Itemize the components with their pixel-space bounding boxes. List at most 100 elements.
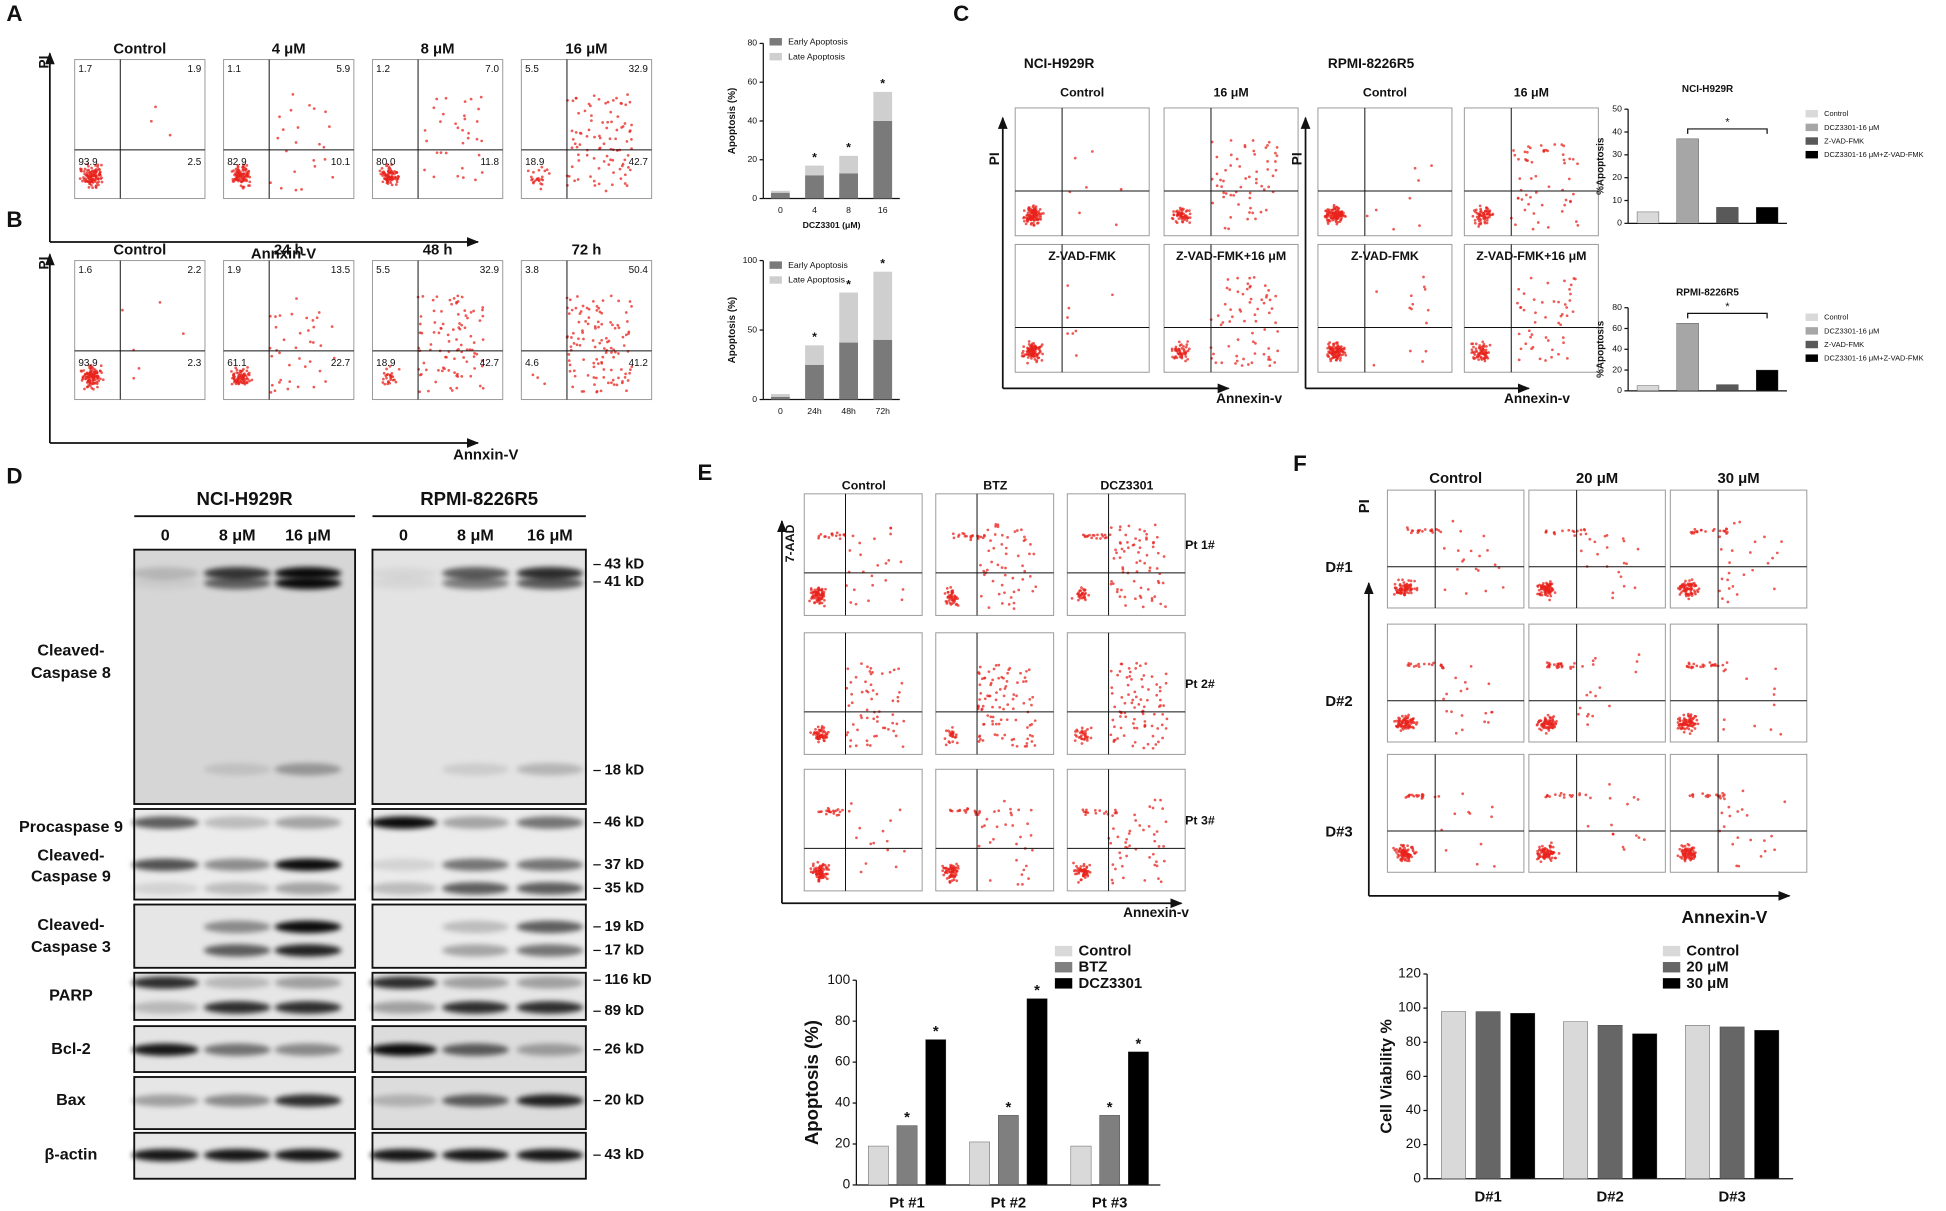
flow-event xyxy=(1138,824,1142,827)
flow-event xyxy=(985,568,989,572)
significance: * xyxy=(904,1110,910,1126)
flow-event xyxy=(1011,707,1015,711)
flow-event xyxy=(1399,857,1403,861)
bar xyxy=(1716,207,1739,224)
flow-event xyxy=(1015,744,1019,748)
flow-event xyxy=(393,176,397,179)
flow-event xyxy=(1139,698,1143,702)
flow-event xyxy=(623,173,627,177)
flow-event xyxy=(858,541,862,545)
flow-event xyxy=(1413,851,1416,855)
flow-event xyxy=(1437,529,1441,532)
flow-event xyxy=(1544,531,1548,534)
flow-event xyxy=(1268,298,1272,302)
flow-event xyxy=(94,186,98,189)
flow-event xyxy=(1741,789,1745,793)
flow-event xyxy=(1126,546,1130,550)
flow-event xyxy=(859,714,863,717)
flow-event xyxy=(1118,851,1122,855)
flow-event xyxy=(1184,355,1188,358)
band xyxy=(131,576,199,590)
flow-event xyxy=(1687,843,1691,847)
flow-event xyxy=(388,179,392,182)
flow-event xyxy=(1172,210,1175,213)
flow-event xyxy=(573,374,577,378)
flow-event xyxy=(1081,730,1085,734)
flow-event xyxy=(1530,160,1534,164)
flow-event xyxy=(955,602,959,606)
flow-event xyxy=(543,169,547,173)
flow-event xyxy=(1622,539,1626,543)
flow-event xyxy=(1260,184,1264,188)
flow-event xyxy=(1738,520,1742,524)
flow-event xyxy=(1030,722,1034,726)
flow-event xyxy=(1080,596,1084,600)
flow-event xyxy=(1079,734,1083,738)
flow-event xyxy=(1253,153,1257,156)
flow-event xyxy=(1003,573,1007,577)
flow-event xyxy=(1568,287,1571,291)
flow-event xyxy=(1341,353,1345,357)
row-label: Pt 3# xyxy=(1185,814,1215,828)
bar xyxy=(1676,323,1699,392)
flow-event xyxy=(1260,298,1264,302)
flow-event xyxy=(1608,782,1611,786)
flow-event xyxy=(942,873,946,877)
flow-event xyxy=(865,739,869,743)
flow-event xyxy=(866,690,870,694)
flow-event xyxy=(1563,279,1566,283)
flow-event xyxy=(615,383,619,387)
flow-event xyxy=(1621,845,1625,849)
flow-event xyxy=(826,730,830,734)
flow-event xyxy=(289,108,293,112)
flow-event xyxy=(1118,595,1122,598)
flow-event xyxy=(1405,849,1409,853)
flow-event xyxy=(1680,723,1684,726)
flow-event xyxy=(822,873,826,876)
flow-event xyxy=(979,563,982,567)
flow-event xyxy=(1113,808,1117,812)
flow-event xyxy=(1396,855,1400,859)
flow-event xyxy=(978,698,982,701)
flow-event xyxy=(900,598,904,602)
flow-event xyxy=(1113,705,1117,709)
flow-event xyxy=(1083,736,1087,739)
flow-event xyxy=(889,819,892,822)
x-tick-label: Pt #1 xyxy=(889,1195,925,1211)
flow-event xyxy=(1161,736,1164,740)
flow-event xyxy=(1722,718,1726,722)
flow-event xyxy=(1155,567,1159,570)
flow-event xyxy=(1229,193,1233,197)
flow-event xyxy=(444,151,448,155)
flow-event xyxy=(831,809,835,813)
marker-label: 20 kD xyxy=(604,1093,644,1109)
flow-event xyxy=(1483,215,1487,219)
flow-event xyxy=(1015,842,1018,846)
flow-event xyxy=(946,867,950,871)
flow-event xyxy=(1546,225,1550,229)
flow-event xyxy=(1444,849,1448,852)
flow-event xyxy=(532,180,535,184)
band xyxy=(203,944,271,957)
flow-event xyxy=(91,186,95,190)
flow-event xyxy=(1622,584,1626,588)
y-tick-label: 0 xyxy=(1617,385,1622,395)
flow-event xyxy=(1544,851,1547,855)
flow-event xyxy=(569,345,573,349)
flow-event xyxy=(1023,219,1026,223)
flow-event xyxy=(872,717,876,721)
band xyxy=(441,882,509,895)
flow-event xyxy=(606,100,610,104)
flow-event xyxy=(1090,536,1093,540)
flow-event xyxy=(1487,215,1491,219)
flow-event xyxy=(93,368,97,372)
flow-event xyxy=(1392,846,1395,850)
flow-event xyxy=(1025,742,1029,745)
flow-event xyxy=(825,733,829,736)
flow-event xyxy=(96,165,100,169)
flow-event xyxy=(1586,824,1590,828)
flow-event xyxy=(1551,348,1554,352)
flow-event xyxy=(1010,813,1013,817)
flow-event xyxy=(1002,694,1006,698)
flow-event xyxy=(1180,347,1184,350)
